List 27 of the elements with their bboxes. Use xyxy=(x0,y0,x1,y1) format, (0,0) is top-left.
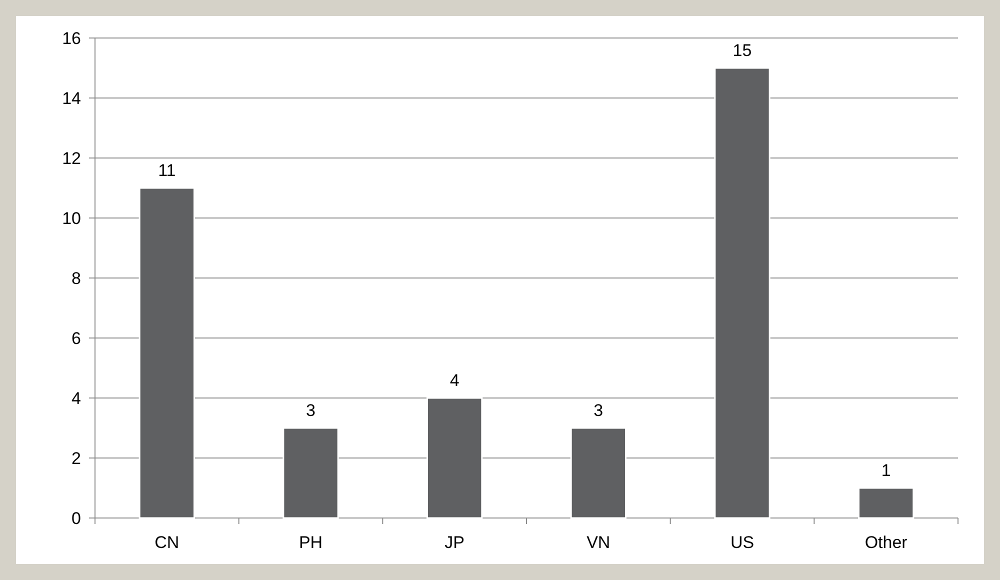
x-tick-label: Other xyxy=(864,533,908,552)
data-label: 4 xyxy=(450,371,460,390)
bar xyxy=(138,187,195,519)
y-tick-label: 10 xyxy=(62,208,81,228)
data-label: 3 xyxy=(594,401,604,420)
y-tick-label: 8 xyxy=(72,268,81,288)
y-tick-label: 2 xyxy=(72,448,81,468)
bar xyxy=(858,487,914,519)
x-tick-label: PH xyxy=(298,533,323,552)
x-tick-label: US xyxy=(730,533,754,552)
y-tick-label: 12 xyxy=(62,148,81,168)
y-tick-label: 0 xyxy=(72,508,81,528)
y-tick-label: 14 xyxy=(62,88,81,108)
bar xyxy=(570,427,626,519)
x-tick-label: CN xyxy=(154,533,180,552)
bar xyxy=(282,427,339,519)
data-label: 3 xyxy=(306,401,316,420)
bar xyxy=(714,67,770,519)
y-tick-label: 4 xyxy=(72,388,81,408)
x-tick-label: VN xyxy=(586,533,610,552)
y-tick-label: 16 xyxy=(62,28,81,48)
bar xyxy=(426,397,483,519)
x-tick-label: JP xyxy=(444,533,465,552)
data-label: 1 xyxy=(881,461,891,480)
data-label: 11 xyxy=(158,161,176,180)
data-label: 15 xyxy=(732,41,752,60)
y-tick-label: 6 xyxy=(72,328,81,348)
